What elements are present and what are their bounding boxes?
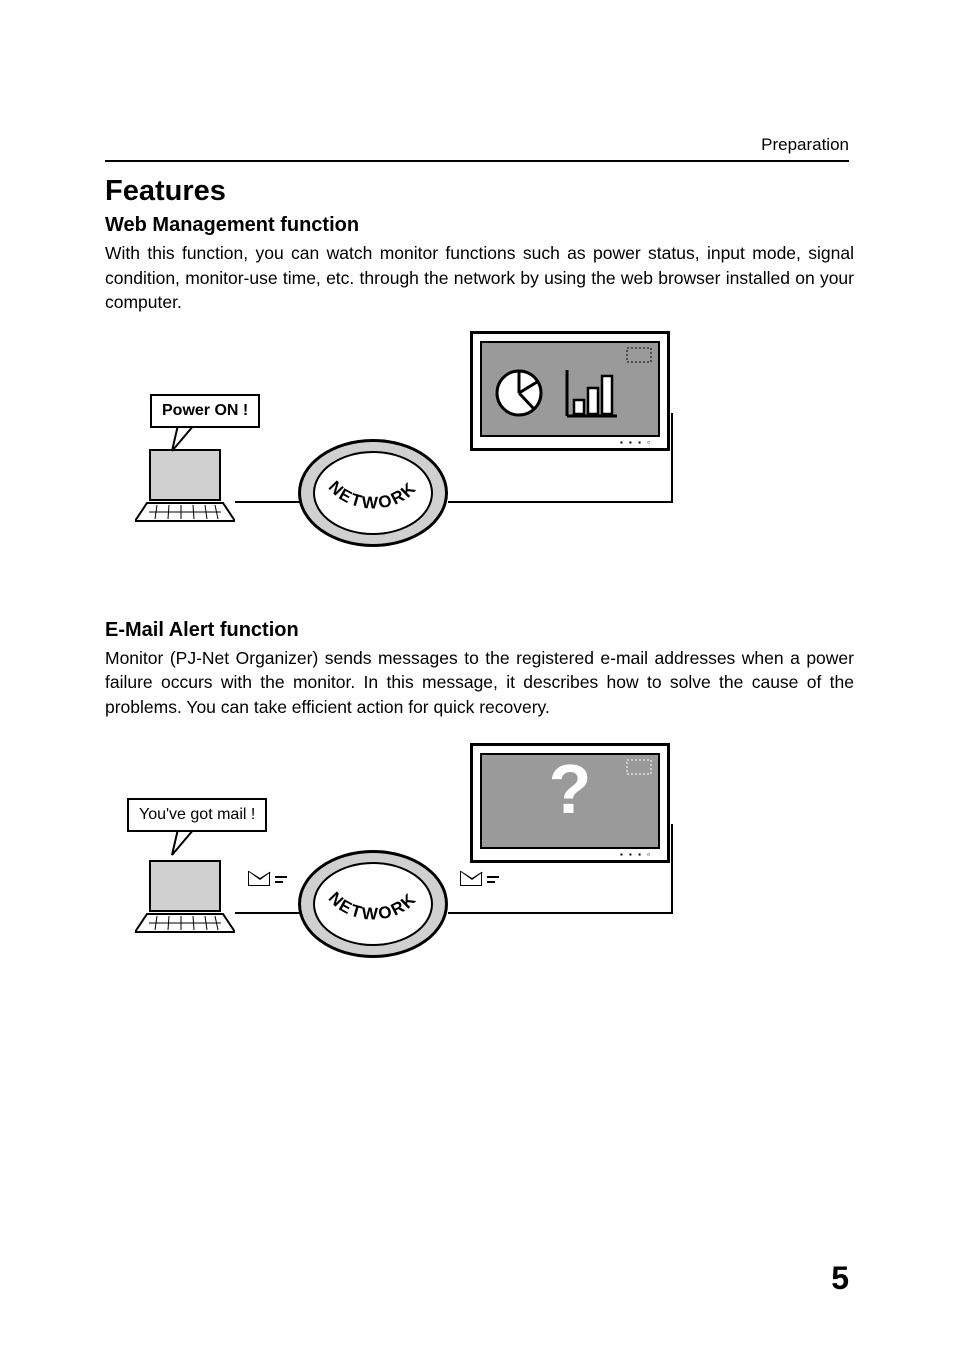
monitor-buttons-2: ▪ ▪ ▪ ▫ <box>620 850 652 859</box>
envelope-lines-right <box>487 876 499 882</box>
monitor-panel-1: ▪ ▪ ▪ ▫ <box>480 341 660 437</box>
speech-tail-2 <box>168 829 196 857</box>
feature1-heading: Web Management function <box>105 214 854 237</box>
laptop-icon <box>135 449 235 527</box>
envelope-lines-left <box>275 876 287 882</box>
wire-bottom-1 <box>448 501 673 503</box>
header-section-label: Preparation <box>761 135 849 155</box>
wire-left-2 <box>235 912 300 914</box>
wire-left-1 <box>235 501 300 503</box>
page-container: Preparation Features Web Management func… <box>0 0 954 1352</box>
bar-icon <box>564 368 619 418</box>
envelope-left <box>248 871 270 886</box>
speech-text-2: You've got mail ! <box>139 806 255 823</box>
laptop-base <box>135 501 235 523</box>
monitor-panel-2: ? ▪ ▪ ▪ ▫ <box>480 753 660 849</box>
feature2-diagram: You've got mail ! <box>120 743 680 963</box>
dashed-rect-1 <box>626 347 652 363</box>
wire-right-1 <box>671 413 673 503</box>
speech-text-1: Power ON ! <box>162 402 248 419</box>
header-rule <box>105 160 849 162</box>
laptop-screen <box>149 449 221 501</box>
laptop-icon-2 <box>135 860 235 938</box>
feature1-body: With this function, you can watch monito… <box>105 241 854 315</box>
monitor-buttons-1: ▪ ▪ ▪ ▫ <box>620 438 652 447</box>
wire-right-2 <box>671 824 673 914</box>
page-number: 5 <box>831 1260 849 1297</box>
speech-tail-1 <box>168 425 196 453</box>
svg-text:NETWORK: NETWORK <box>325 888 421 923</box>
network-label-1: NETWORK <box>313 451 433 535</box>
wire-bottom-2 <box>448 912 673 914</box>
dashed-rect-2 <box>626 759 652 775</box>
speech-bubble-2: You've got mail ! <box>127 798 267 832</box>
feature2-heading: E-Mail Alert function <box>105 619 854 642</box>
laptop-screen-2 <box>149 860 221 912</box>
page-title: Features <box>105 175 854 208</box>
laptop-base-2 <box>135 912 235 934</box>
envelope-right <box>460 871 482 886</box>
speech-bubble-1: Power ON ! <box>150 394 260 428</box>
feature1-diagram: Power ON ! <box>120 339 680 559</box>
pie-icon <box>494 368 544 418</box>
feature2-body: Monitor (PJ-Net Organizer) sends message… <box>105 646 854 720</box>
svg-text:NETWORK: NETWORK <box>325 477 421 512</box>
network-label-2: NETWORK <box>313 862 433 946</box>
